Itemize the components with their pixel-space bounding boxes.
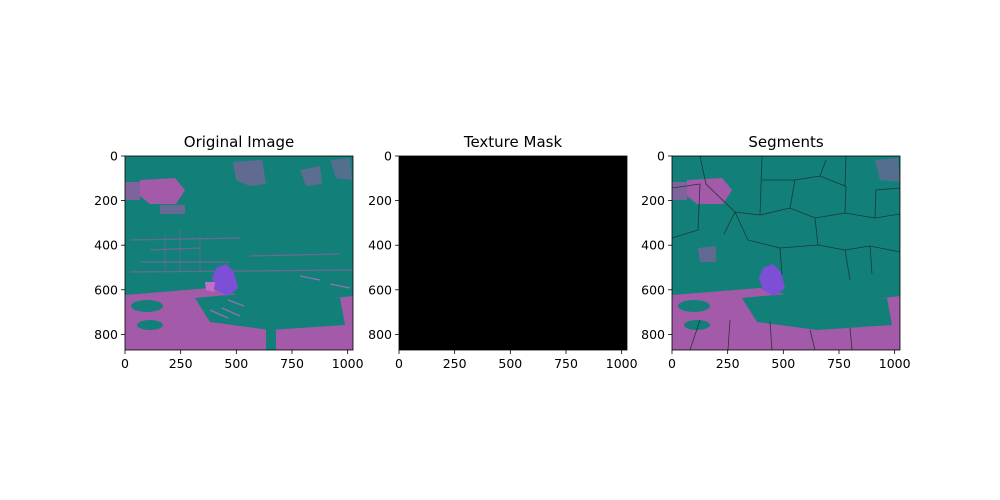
y-tick-label: 800 <box>94 327 118 342</box>
x-tick-label: 250 <box>716 356 740 371</box>
y-axis: 0 200 400 600 800 <box>641 149 672 342</box>
x-tick-label: 250 <box>443 356 467 371</box>
x-tick-label: 750 <box>280 356 304 371</box>
y-tick-label: 0 <box>384 149 392 164</box>
y-tick-label: 800 <box>368 327 392 342</box>
y-tick-label: 200 <box>94 193 118 208</box>
y-tick-label: 600 <box>368 282 392 297</box>
x-tick-label: 1000 <box>332 356 364 371</box>
segments-panel: Segments 0 250 500 750 1000 0 200 400 600 800 <box>641 133 910 371</box>
x-tick-label: 0 <box>668 356 676 371</box>
x-axis: 0 250 500 750 1000 <box>668 350 911 371</box>
original-image <box>125 156 353 350</box>
texture-mask-panel: Texture Mask 0 250 500 750 1000 0 200 400 600 80… <box>368 133 637 371</box>
x-tick-label: 500 <box>771 356 795 371</box>
x-tick-label: 1000 <box>879 356 911 371</box>
y-tick-label: 600 <box>94 282 118 297</box>
axes-frame <box>671 155 901 351</box>
x-tick-label: 1000 <box>606 356 638 371</box>
texture-mask-image <box>399 156 627 350</box>
axes-frame <box>124 155 354 351</box>
y-tick-label: 400 <box>368 238 392 253</box>
x-tick-label: 250 <box>169 356 193 371</box>
panel-title: Segments <box>748 133 824 151</box>
y-tick-label: 0 <box>110 149 118 164</box>
y-tick-label: 200 <box>368 193 392 208</box>
x-tick-label: 500 <box>498 356 522 371</box>
segments-image <box>672 156 900 350</box>
y-tick-label: 400 <box>641 238 665 253</box>
x-axis: 0 250 500 750 1000 <box>395 350 638 371</box>
y-tick-label: 600 <box>641 282 665 297</box>
x-tick-label: 750 <box>554 356 578 371</box>
axes-frame <box>398 155 628 351</box>
y-tick-label: 200 <box>641 193 665 208</box>
x-tick-label: 0 <box>121 356 129 371</box>
y-axis: 0 200 400 600 800 <box>94 149 125 342</box>
y-tick-label: 0 <box>657 149 665 164</box>
x-tick-label: 500 <box>224 356 248 371</box>
y-tick-label: 800 <box>641 327 665 342</box>
x-tick-label: 0 <box>395 356 403 371</box>
original-image-panel: Original Image 0 250 5 <box>94 133 363 371</box>
x-axis: 0 250 500 750 1000 <box>121 350 364 371</box>
x-tick-label: 750 <box>827 356 851 371</box>
panel-title: Texture Mask <box>463 133 563 151</box>
panel-title: Original Image <box>184 133 294 151</box>
y-tick-label: 400 <box>94 238 118 253</box>
y-axis: 0 200 400 600 800 <box>368 149 399 342</box>
